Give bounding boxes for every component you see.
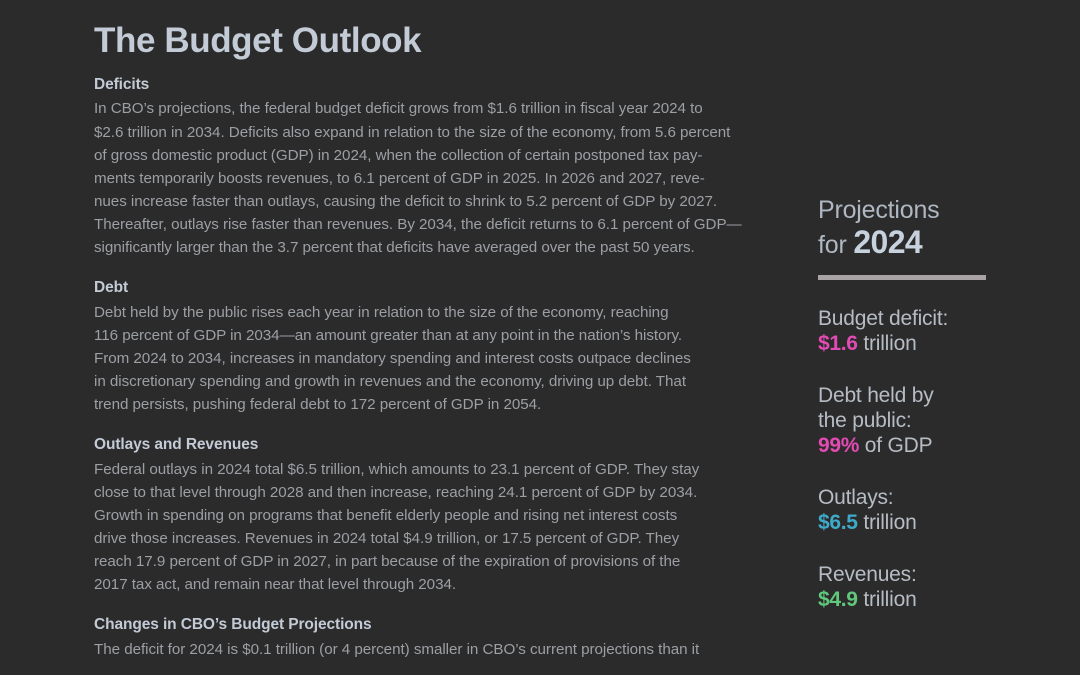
body-line: Federal outlays in 2024 total $6.5 trill… <box>94 460 700 478</box>
main-content-column: The Budget Outlook Deficits In CBO’s pro… <box>94 0 800 675</box>
body-line: Debt held by the public rises each year … <box>94 303 669 321</box>
stat-unit: trillion <box>857 588 917 612</box>
body-line: significantly larger than the 3.7 percen… <box>94 239 695 257</box>
body-line: Growth in spending on programs that bene… <box>94 506 678 524</box>
section-deficits: Deficits In CBO’s projections, the feder… <box>94 74 800 259</box>
stat-value: $1.6 trillion <box>818 332 1068 357</box>
projections-year: 2024 <box>853 224 923 260</box>
body-line: drive those increases. Revenues in 2024 … <box>94 529 680 547</box>
stat-label-continued: the public: <box>818 408 912 432</box>
sidebar-divider <box>818 274 986 280</box>
section-body-deficits: In CBO’s projections, the federal budget… <box>94 97 800 259</box>
stat-value: $4.9 trillion <box>818 588 1068 613</box>
stat-label: Debt held by <box>818 383 934 407</box>
section-heading-debt: Debt <box>94 279 129 297</box>
body-line: The deficit for 2024 is $0.1 trillion (o… <box>94 640 700 658</box>
body-line: nues increase faster than outlays, causi… <box>94 192 718 210</box>
projections-sidebar: Projections for 2024 Budget deficit: $1.… <box>800 0 1080 675</box>
stat-number: $1.6 <box>818 332 858 356</box>
body-line: From 2024 to 2034, increases in mandator… <box>94 349 691 367</box>
projections-sidebar-inner: Projections for 2024 Budget deficit: $1.… <box>818 196 1068 613</box>
section-body-changes: The deficit for 2024 is $0.1 trillion (o… <box>94 638 800 661</box>
stat-value: 99% of GDP <box>818 434 1068 459</box>
projections-year-line: for 2024 <box>818 224 1068 261</box>
stat-revenues: Revenues: $4.9 trillion <box>818 563 1068 613</box>
stat-label: Budget deficit: <box>818 306 949 330</box>
section-body-outlays-and-revenues: Federal outlays in 2024 total $6.5 trill… <box>94 458 800 597</box>
stat-unit: trillion <box>857 332 917 356</box>
body-line: ments temporarily boosts revenues, to 6.… <box>94 169 705 187</box>
stat-outlays: Outlays: $6.5 trillion <box>818 486 1068 536</box>
section-debt: Debt Debt held by the public rises each … <box>94 277 800 416</box>
projections-header: Projections for 2024 <box>818 196 1068 261</box>
body-line: $2.6 trillion in 2034. Deficits also exp… <box>94 123 731 141</box>
projections-for-word: for <box>818 231 854 259</box>
body-line: 2017 tax act, and remain near that level… <box>94 576 457 593</box>
section-heading-changes: Changes in CBO’s Budget Projections <box>94 616 372 634</box>
stat-debt-held-by-public: Debt held by the public: 99% of GDP <box>818 384 1068 459</box>
stat-label: Revenues: <box>818 562 917 586</box>
section-body-debt: Debt held by the public rises each year … <box>94 301 800 416</box>
stat-number: $6.5 <box>818 511 858 535</box>
body-line: Thereafter, outlays rise faster than rev… <box>94 215 742 233</box>
section-changes-in-cbo-budget-projections: Changes in CBO’s Budget Projections The … <box>94 614 800 661</box>
section-heading-deficits: Deficits <box>94 76 150 93</box>
stat-budget-deficit: Budget deficit: $1.6 trillion <box>818 307 1068 357</box>
body-line: In CBO’s projections, the federal budget… <box>94 100 703 118</box>
stat-label: Outlays: <box>818 485 894 509</box>
page-title: The Budget Outlook <box>94 21 422 60</box>
stat-value: $6.5 trillion <box>818 511 1068 536</box>
body-line: reach 17.9 percent of GDP in 2027, in pa… <box>94 552 681 570</box>
projections-label: Projections <box>818 196 940 224</box>
stat-number: $4.9 <box>818 588 858 612</box>
section-heading-outlays-and-revenues: Outlays and Revenues <box>94 436 259 454</box>
stat-unit: trillion <box>857 511 917 535</box>
stat-number: 99% <box>818 434 860 458</box>
stat-unit: of GDP <box>859 434 933 458</box>
body-line: 116 percent of GDP in 2034—an amount gre… <box>94 326 683 344</box>
body-line: trend persists, pushing federal debt to … <box>94 395 542 413</box>
body-line: in discretionary spending and growth in … <box>94 372 686 390</box>
section-outlays-and-revenues: Outlays and Revenues Federal outlays in … <box>94 434 800 596</box>
body-line: of gross domestic product (GDP) in 2024,… <box>94 146 703 164</box>
body-line: close to that level through 2028 and the… <box>94 483 698 501</box>
